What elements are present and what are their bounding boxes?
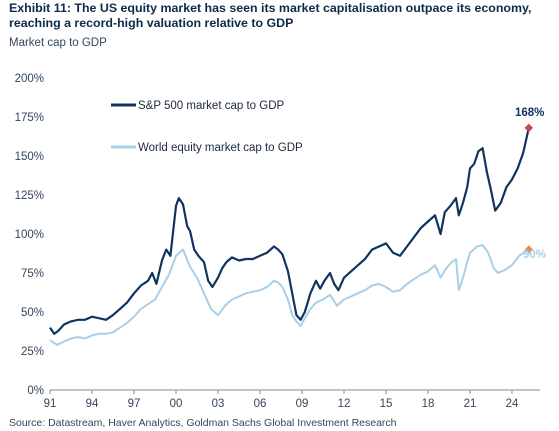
y-tick-label: 125% bbox=[15, 190, 44, 202]
axes: 0% 25% 50% 75% 100% 125% 150% 175% 200% 91 94 97 00 0… bbox=[15, 73, 540, 410]
y-tick-label: 200% bbox=[15, 73, 44, 85]
y-tick-label: 100% bbox=[15, 229, 44, 241]
y-tick-label: 75% bbox=[21, 268, 44, 280]
legend: S&P 500 market cap to GDP World equity m… bbox=[111, 100, 303, 154]
x-tick-label: 09 bbox=[296, 398, 309, 410]
x-tick-label: 24 bbox=[506, 398, 519, 410]
y-tick-label: 0% bbox=[27, 385, 44, 397]
x-tick-label: 94 bbox=[86, 398, 99, 410]
source-note: Source: Datastream, Haver Analytics, Gol… bbox=[9, 417, 397, 429]
x-tick-label: 00 bbox=[170, 398, 183, 410]
x-tick-label: 06 bbox=[254, 398, 267, 410]
x-tick-label: 21 bbox=[464, 398, 477, 410]
legend-label-us: S&P 500 market cap to GDP bbox=[138, 100, 284, 112]
end-label-world: 90% bbox=[523, 249, 546, 261]
legend-label-world: World equity market cap to GDP bbox=[138, 142, 303, 154]
y-tick-label: 50% bbox=[21, 307, 44, 319]
chart-subtitle: Market cap to GDP bbox=[9, 37, 107, 49]
x-tick-label: 91 bbox=[44, 398, 57, 410]
end-label-us: 168% bbox=[515, 107, 544, 119]
x-tick-label: 15 bbox=[380, 398, 393, 410]
series-line-world bbox=[49, 243, 530, 346]
x-tick-label: 97 bbox=[128, 398, 141, 410]
x-tick-label: 18 bbox=[422, 398, 435, 410]
x-tick-label: 03 bbox=[212, 398, 225, 410]
chart-title: Exhibit 11: The US equity market has see… bbox=[9, 1, 532, 30]
end-marker-us bbox=[524, 123, 534, 133]
y-tick-label: 175% bbox=[15, 112, 44, 124]
y-tick-label: 25% bbox=[21, 346, 44, 358]
y-tick-label: 150% bbox=[15, 151, 44, 163]
x-tick-label: 12 bbox=[338, 398, 351, 410]
series-layer bbox=[49, 123, 534, 346]
series-line-us bbox=[49, 127, 530, 335]
